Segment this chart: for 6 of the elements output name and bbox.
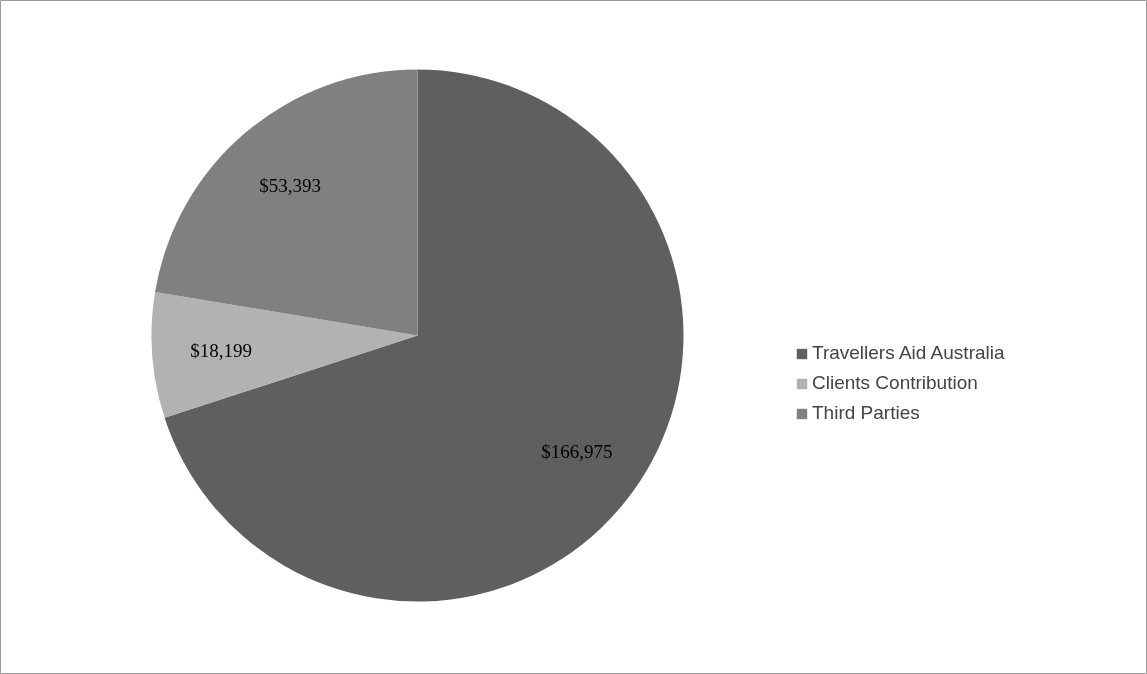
data-label: $53,393 [259,174,322,196]
legend-label: Third Parties [812,402,920,424]
data-label: $18,199 [190,339,253,361]
data-label: $166,975 [541,440,613,462]
legend-label: Travellers Aid Australia [812,342,1005,364]
legend-label: Clients Contribution [812,372,978,394]
